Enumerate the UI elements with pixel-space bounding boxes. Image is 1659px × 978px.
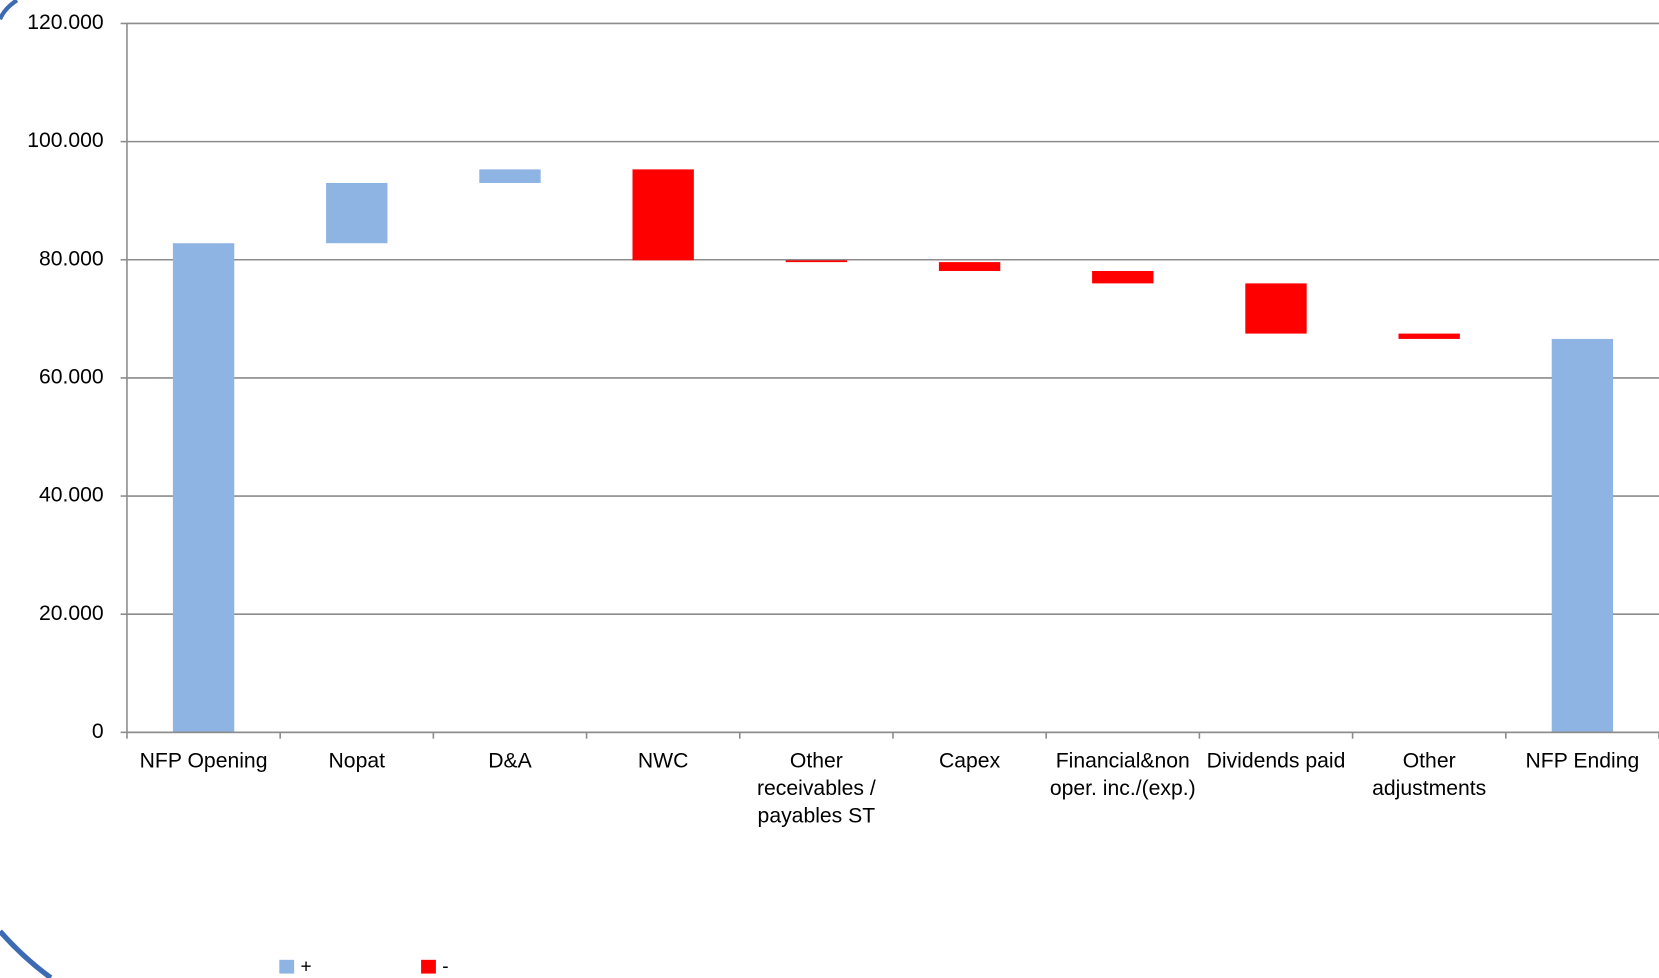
x-tick-label: Other adjustments bbox=[1372, 749, 1487, 801]
legend-label: - bbox=[442, 956, 448, 977]
x-tick-label: NFP Opening bbox=[139, 749, 268, 773]
y-tick-label: 120.000 bbox=[27, 11, 103, 34]
frame-arc bbox=[0, 0, 19, 21]
y-tick-label: 100.000 bbox=[27, 129, 103, 152]
bar bbox=[785, 260, 848, 263]
x-tick-label: NWC bbox=[637, 749, 689, 773]
x-label-box: Dividends paid bbox=[1206, 749, 1346, 773]
bar bbox=[1092, 270, 1154, 284]
x-tick-label: Dividends paid bbox=[1206, 749, 1346, 773]
legend-swatch bbox=[279, 959, 295, 974]
x-label-box: Capex bbox=[938, 749, 1001, 773]
x-label-box: Nopat bbox=[328, 749, 385, 773]
x-label-box: NWC bbox=[637, 749, 689, 773]
legend-label: + bbox=[300, 956, 311, 977]
x-label-box: NFP Ending bbox=[1525, 749, 1640, 773]
y-tick-label: 40.000 bbox=[39, 484, 104, 507]
x-tick-label: D&A bbox=[488, 749, 532, 773]
bar bbox=[326, 182, 388, 244]
x-label-box: NFP Opening bbox=[139, 749, 268, 773]
x-tick-label: Nopat bbox=[328, 749, 385, 773]
bar bbox=[1398, 333, 1460, 339]
legend-swatch bbox=[421, 959, 436, 974]
bar bbox=[1551, 338, 1614, 733]
x-tick-label: Other receivables / payables ST bbox=[756, 749, 876, 828]
bar bbox=[938, 262, 1001, 271]
bar bbox=[172, 243, 235, 733]
frame-arc bbox=[0, 929, 53, 978]
x-label-box: Other receivables / payables ST bbox=[756, 749, 876, 828]
y-tick-label: 60.000 bbox=[39, 366, 104, 389]
bar bbox=[632, 169, 694, 261]
y-tick-label: 0 bbox=[92, 720, 104, 743]
x-tick-label: Capex bbox=[938, 749, 1001, 773]
y-tick-label: 80.000 bbox=[39, 247, 104, 270]
x-tick-label: NFP Ending bbox=[1525, 749, 1640, 773]
bar bbox=[1245, 283, 1307, 334]
x-label-box: Other adjustments bbox=[1372, 749, 1487, 801]
bar bbox=[479, 169, 541, 183]
y-tick-label: 20.000 bbox=[39, 602, 104, 625]
x-label-box: Financial&non oper. inc./(exp.) bbox=[1049, 749, 1196, 801]
x-tick-label: Financial&non oper. inc./(exp.) bbox=[1049, 749, 1196, 801]
x-label-box: D&A bbox=[488, 749, 532, 773]
